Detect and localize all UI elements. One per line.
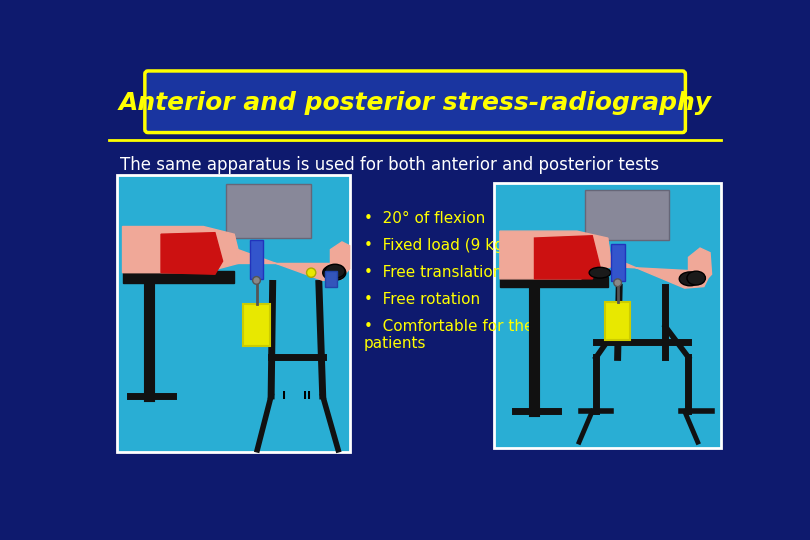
Bar: [612, 244, 625, 281]
Text: II: II: [303, 391, 311, 401]
Ellipse shape: [322, 265, 346, 280]
Polygon shape: [688, 248, 711, 284]
Polygon shape: [330, 242, 350, 279]
Text: The same apparatus is used for both anterior and posterior tests: The same apparatus is used for both ante…: [120, 156, 659, 174]
Bar: [325, 271, 337, 287]
Ellipse shape: [325, 264, 345, 278]
Ellipse shape: [589, 267, 611, 278]
Ellipse shape: [680, 272, 701, 286]
Bar: [244, 303, 270, 346]
Circle shape: [306, 268, 316, 278]
Circle shape: [253, 276, 260, 284]
Text: Anterior and posterior stress-radiography: Anterior and posterior stress-radiograph…: [118, 91, 712, 116]
Bar: [605, 302, 630, 340]
Bar: [227, 184, 311, 238]
Bar: [494, 183, 721, 448]
Text: •  Free translation: • Free translation: [364, 265, 502, 280]
Text: •  20° of flexion: • 20° of flexion: [364, 211, 484, 226]
Polygon shape: [500, 231, 612, 279]
Text: I: I: [282, 391, 286, 401]
Text: •  Comfortable for the
patients: • Comfortable for the patients: [364, 319, 533, 352]
FancyBboxPatch shape: [145, 71, 685, 132]
Ellipse shape: [687, 271, 706, 285]
Polygon shape: [161, 233, 223, 274]
Bar: [122, 271, 234, 284]
Polygon shape: [234, 234, 346, 280]
Text: •  Free rotation: • Free rotation: [364, 292, 480, 307]
Bar: [500, 276, 608, 287]
Polygon shape: [122, 226, 238, 273]
Bar: [249, 240, 263, 279]
Bar: [585, 190, 669, 240]
Polygon shape: [535, 236, 600, 279]
Circle shape: [614, 279, 621, 287]
Text: •  Fixed load (9 kg): • Fixed load (9 kg): [364, 238, 509, 253]
Bar: [117, 175, 350, 452]
Polygon shape: [608, 238, 708, 288]
